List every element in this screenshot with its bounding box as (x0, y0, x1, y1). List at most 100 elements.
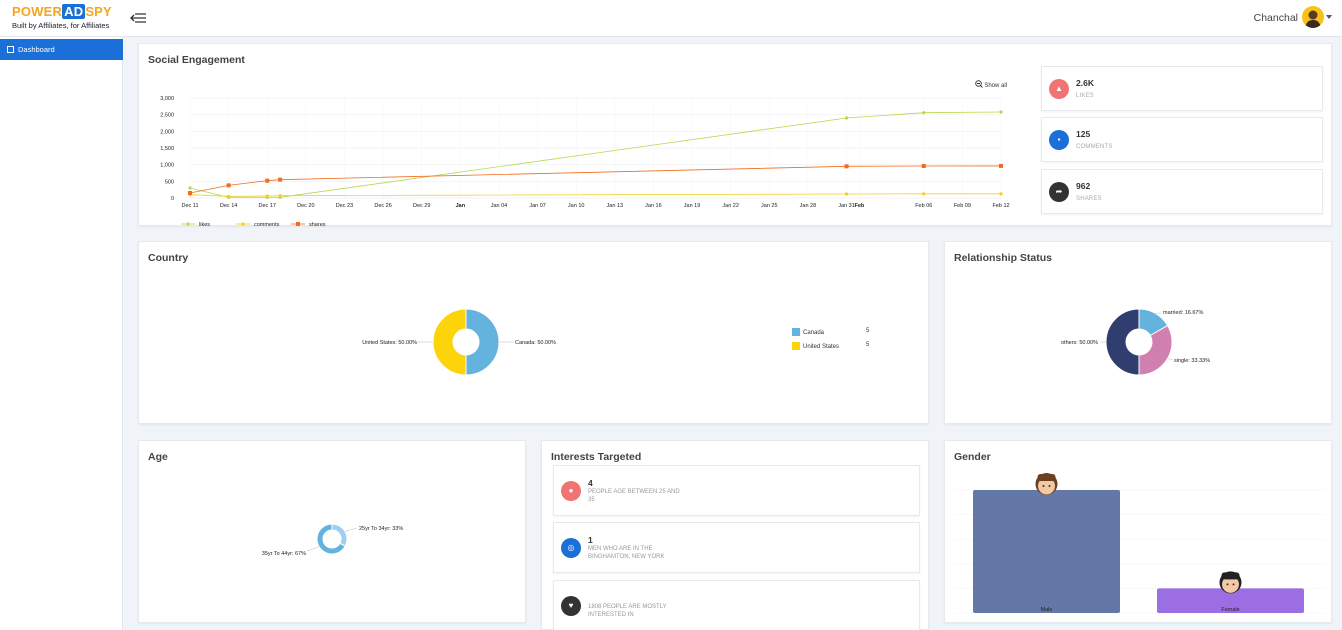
data-point (844, 116, 849, 120)
country-title: Country (148, 252, 189, 264)
avatar-face (1222, 575, 1239, 593)
country-donut-chart: Canada: 50.00% United States: 50.00% (362, 308, 556, 376)
interest-text: MEN WHO ARE IN THE BINGHAMTON, NEW YORK (588, 546, 665, 560)
logo[interactable]: POWER AD SPY Built by Affiliates, for Affi… (12, 4, 127, 33)
avatar-fringe (1221, 572, 1240, 580)
legend-label: likes (199, 222, 210, 228)
user-dropdown-caret-icon[interactable] (1326, 15, 1332, 19)
y-tick-label: 1,500 (160, 146, 174, 152)
x-tick-label: Feb (855, 203, 865, 209)
interest-text: PEOPLE AGE BETWEEN 25 AND 35 (588, 489, 680, 503)
legend-label: shares (309, 222, 326, 228)
data-point (921, 164, 926, 168)
data-point (999, 163, 1003, 168)
x-tick-label: Jan 25 (761, 203, 778, 209)
avatar-eye (1042, 485, 1045, 487)
shares-label: SHARES (1076, 196, 1102, 202)
data-point (265, 194, 269, 198)
sidebar-item-label: Dashboard (18, 45, 55, 54)
x-tick-label: Jan 31 (838, 203, 855, 209)
y-tick-label: 3,000 (160, 96, 174, 102)
legend-value: 5 (866, 342, 870, 348)
x-tick-label: Dec 14 (220, 203, 237, 209)
x-tick-label: Jan 28 (800, 203, 817, 209)
age-icon: ● (561, 481, 581, 501)
data-point (922, 111, 926, 115)
relationship-card: Relationship Status married: 16.67% singl… (944, 241, 1332, 424)
x-tick-label: Dec 29 (413, 203, 430, 209)
legend-item-united-states: United States 5 (792, 342, 882, 356)
comments-icon: ▪ (1049, 130, 1069, 150)
x-tick-label: Dec 20 (297, 203, 314, 209)
user-avatar[interactable] (1302, 6, 1324, 28)
interest-item: ♥ 1808 PEOPLE ARE MOSTLY INTERESTED IN (553, 580, 920, 630)
x-tick-label: Feb 06 (915, 203, 932, 209)
data-point (226, 183, 231, 188)
interest-count: 1 (588, 535, 593, 545)
relationship-donut-chart: married: 16.67% single: 33.33% others: 50.… (1061, 308, 1210, 376)
age-donut-chart: 25yr To 34yr: 33% 35yr To 44yr: 67% (262, 523, 403, 557)
gender-title: Gender (954, 451, 991, 463)
slice-data-label: others: 50.00% (1061, 340, 1098, 346)
slice-united-states (432, 308, 467, 376)
sidebar-item-dashboard[interactable]: Dashboard (0, 39, 123, 60)
thumbs-up-icon: ▲ (1049, 79, 1069, 99)
show-all-button[interactable]: Show all (974, 80, 1007, 89)
legend-label: comments (254, 222, 280, 228)
series-line-likes (189, 111, 1002, 198)
social-engagement-card: Social Engagement 0 500 1,000 1,500 2,000 2,5… (138, 43, 1332, 228)
legend-swatch (792, 342, 800, 350)
data-point (844, 164, 849, 169)
bar-female (1157, 588, 1304, 613)
x-tick-label: Jan 07 (529, 203, 546, 209)
data-point (188, 191, 192, 195)
legend-label: Canada (803, 330, 825, 336)
x-tick-label: Dec 11 (181, 203, 198, 209)
avatar-eye (1226, 583, 1229, 586)
user-name[interactable]: Chanchal (1253, 12, 1298, 24)
age-card: Age 25yr To 34yr: 33% 35yr To 44yr: 67% (138, 440, 526, 623)
slice-data-label: 25yr To 34yr: 33% (359, 526, 403, 532)
comments-label: COMMENTS (1076, 144, 1113, 150)
avatar-face (1038, 477, 1055, 495)
y-tick-label: 1,000 (160, 163, 174, 169)
x-tick-label: Dec 23 (336, 203, 353, 209)
logo-power: POWER (12, 4, 63, 19)
logo-ad: AD (62, 4, 86, 19)
avatar-eye (1048, 485, 1051, 487)
bar-category-label: Male (1041, 607, 1053, 613)
slice-canada (465, 308, 500, 376)
data-point (278, 194, 282, 198)
bar-category-label: Female (1221, 607, 1239, 613)
logo-spy: SPY (85, 4, 112, 19)
y-tick-label: 500 (165, 179, 174, 185)
x-tick-label: Jan 16 (645, 203, 662, 209)
label-connector (306, 546, 320, 552)
country-card: Country Canada: 50.00% United States: 50.… (138, 241, 929, 424)
social-engagement-title: Social Engagement (148, 54, 245, 66)
data-point (999, 110, 1003, 114)
likes-value: 2.6K (1076, 78, 1094, 88)
top-header: POWER AD SPY Built by Affiliates, for Affi… (0, 0, 1342, 37)
y-tick-label: 2,500 (160, 113, 174, 119)
interest-item: ◎ 1 MEN WHO ARE IN THE BINGHAMTON, NEW Y… (553, 522, 920, 573)
slice-data-label: Canada: 50.00% (515, 340, 556, 346)
data-point (844, 192, 849, 196)
x-tick-label: Jan 19 (684, 203, 701, 209)
menu-toggle-icon[interactable] (130, 12, 148, 24)
interest-count: 4 (588, 478, 593, 488)
x-tick-label: Jan 22 (722, 203, 739, 209)
x-tick-label: Feb 12 (992, 203, 1009, 209)
globe-icon: ◎ (561, 538, 581, 558)
label-connector (1167, 358, 1174, 361)
avatar-eye (1232, 583, 1235, 586)
comments-value: 125 (1076, 129, 1091, 139)
sidebar: Dashboard (0, 37, 123, 630)
share-icon: ➦ (1049, 182, 1069, 202)
legend-item-canada: Canada 5 (792, 328, 882, 342)
legend-marker (296, 222, 300, 226)
zoom-out-icon (974, 80, 983, 88)
legend-label: United States (803, 344, 840, 350)
interest-item: ● 4 PEOPLE AGE BETWEEN 25 AND 35 (553, 465, 920, 516)
likes-label: LIKES (1076, 93, 1095, 99)
